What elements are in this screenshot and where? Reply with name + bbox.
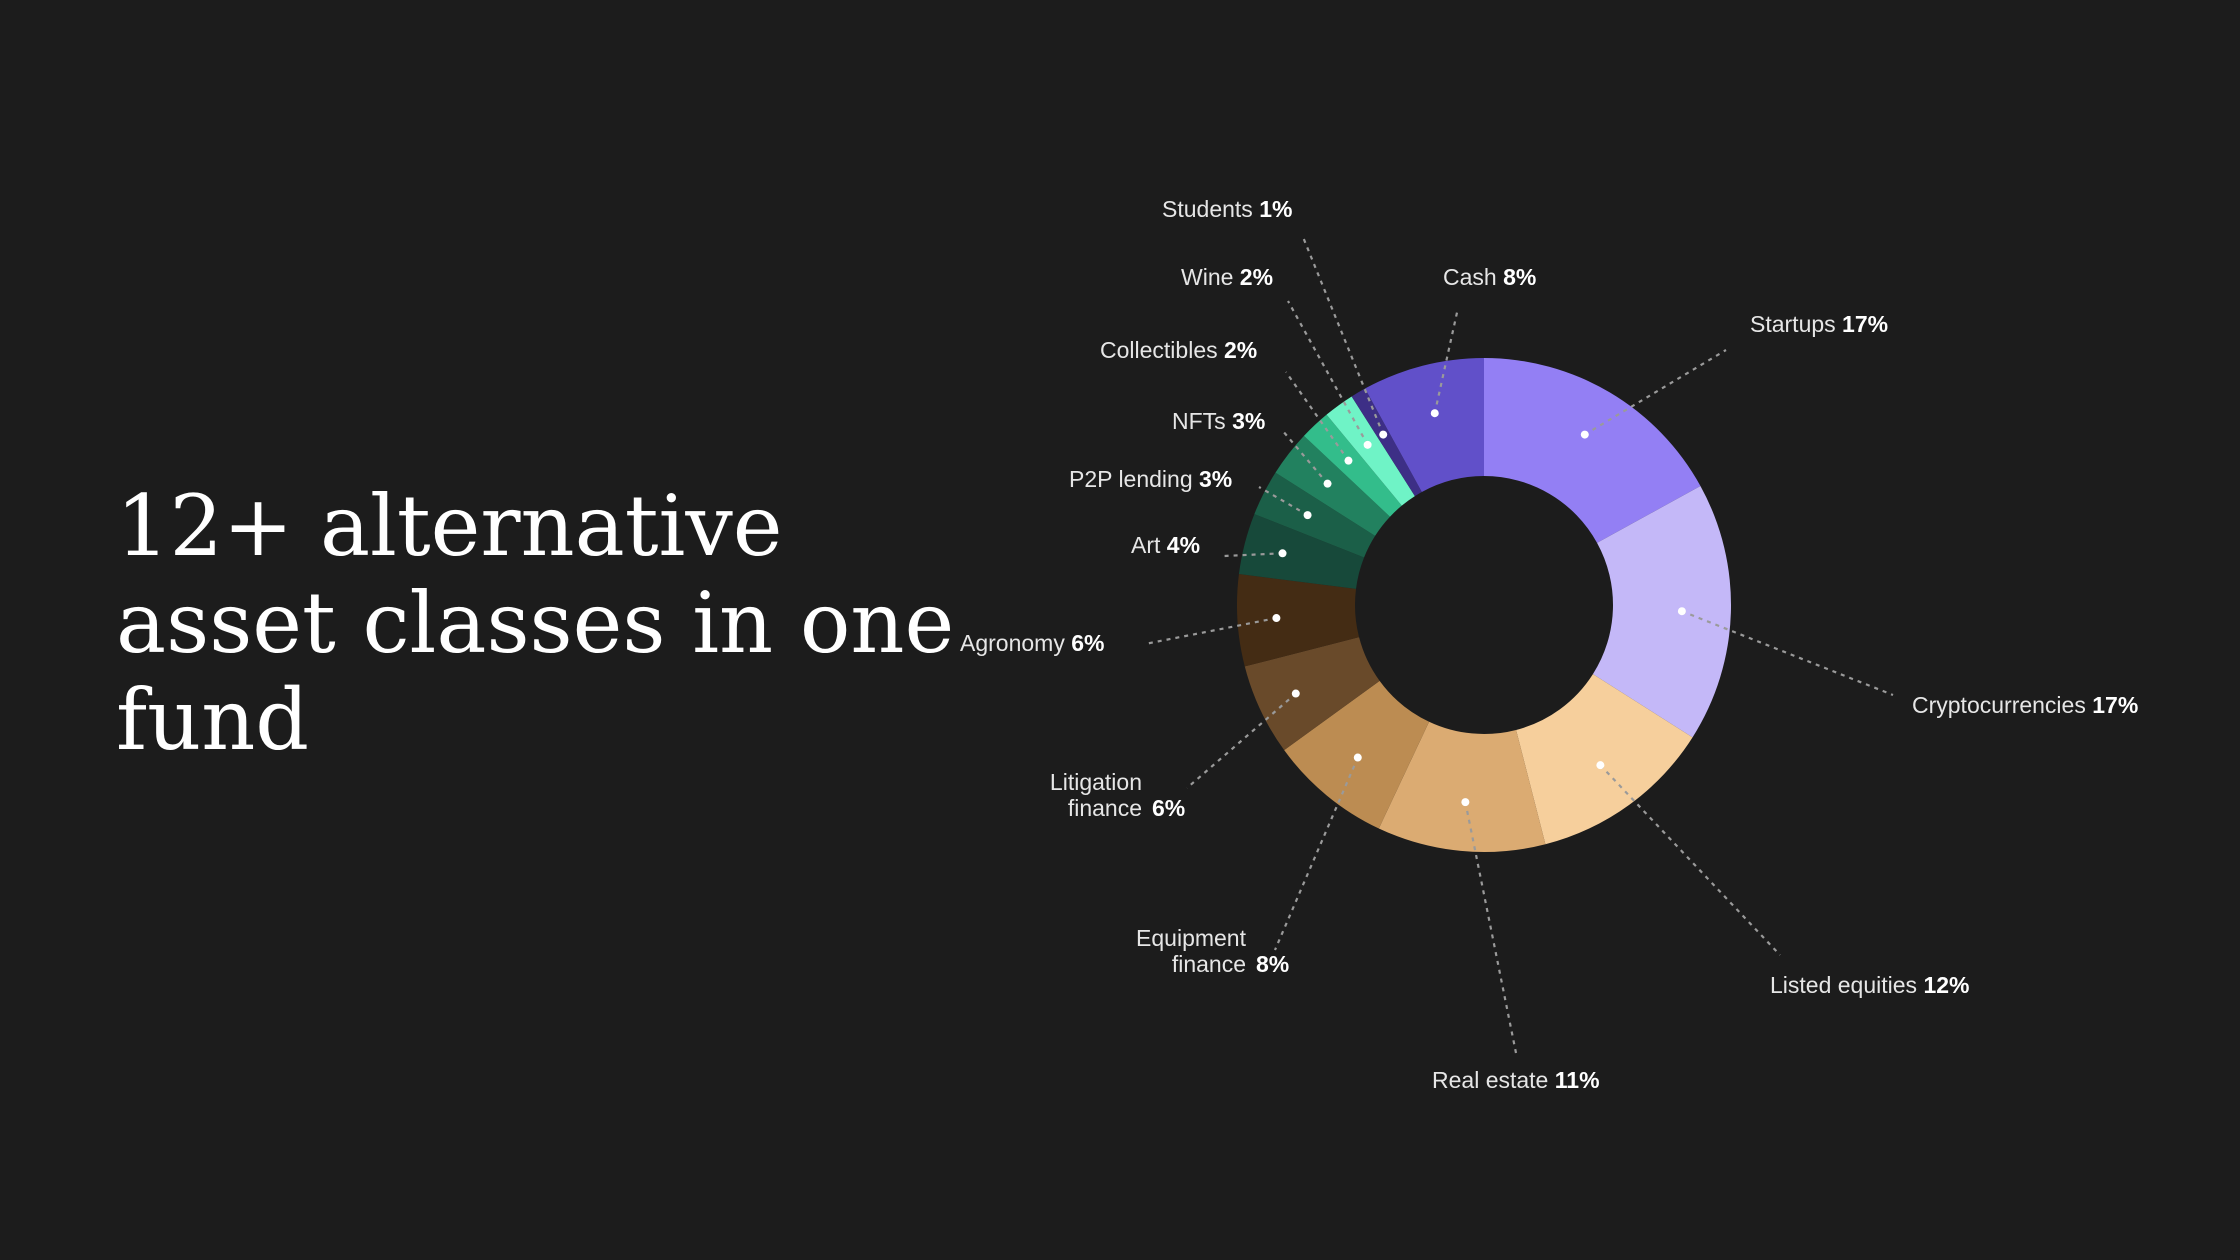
slice-nfts: [1275, 435, 1390, 536]
leader-line: [1281, 429, 1329, 485]
leader-line: [1584, 349, 1727, 436]
slice-marker-dot: [1303, 511, 1312, 520]
slice-marker-dot: [1580, 430, 1589, 439]
slice-label-percent: 8%: [1256, 951, 1289, 977]
slice-label: Agronomy 6%: [960, 630, 1104, 656]
headline-line-1: 12+ alternative: [116, 477, 783, 575]
slice-marker-dot: [1323, 479, 1332, 488]
slice-cash: [1365, 358, 1484, 492]
slice-marker-dot: [1353, 753, 1362, 762]
leader-line: [1273, 757, 1359, 951]
slice-agronomy: [1236, 574, 1360, 667]
slice-label: Cash 8%: [1443, 264, 1536, 290]
slice-cryptocurrencies: [1592, 486, 1732, 738]
slice-labels: Startups 17% Cryptocurrencies 17% Listed e…: [960, 196, 2138, 1093]
headline: 12+ alternative asset classes in one fun…: [116, 478, 956, 769]
slice-marker-dot: [1291, 689, 1300, 698]
slice-label: Cryptocurrencies 17%: [1912, 692, 2138, 718]
slice-label: Listed equities 12%: [1770, 972, 1969, 998]
leader-line: [1186, 692, 1297, 789]
slice-collectibles: [1303, 414, 1402, 517]
slice-marker-dot: [1344, 456, 1353, 465]
leader-line: [1464, 801, 1518, 1054]
leader-line: [1223, 552, 1283, 558]
headline-line-3: fund: [116, 671, 310, 769]
slice-label: Real estate 11%: [1432, 1067, 1600, 1093]
slice-label: Startups 17%: [1750, 311, 1888, 337]
slice-art: [1238, 514, 1365, 589]
slice-marker-dot: [1272, 614, 1281, 623]
slice-label: NFTs 3%: [1172, 408, 1265, 434]
slice-label-name: Litigation: [1050, 769, 1142, 795]
slice-label-percent: 6%: [1152, 795, 1185, 821]
slice-marker-dot: [1461, 798, 1470, 807]
slice-label: Wine 2%: [1181, 264, 1273, 290]
headline-line-2: asset classes in one: [116, 574, 955, 672]
slice-label-name: Equipment: [1136, 925, 1247, 951]
leader-line: [1285, 371, 1350, 462]
slice-marker-dot: [1677, 607, 1686, 616]
donut-slices: [1236, 358, 1732, 853]
slice-startups: [1484, 358, 1701, 543]
slice-label: P2P lending 3%: [1069, 466, 1232, 492]
slice-litigation-finance: [1244, 637, 1380, 751]
slice-marker-dot: [1379, 430, 1388, 439]
slice-real-estate: [1378, 721, 1546, 853]
slice-label: Art 4%: [1131, 532, 1200, 558]
slice-label-name: finance: [1172, 951, 1246, 977]
leader-line: [1681, 610, 1894, 697]
leader-line: [1599, 764, 1781, 956]
slice-label-name: finance: [1068, 795, 1142, 821]
leader-lines: [1144, 236, 1894, 1054]
slice-marker-dot: [1278, 549, 1287, 558]
leader-line: [1287, 300, 1369, 446]
leader-line: [1258, 486, 1309, 517]
slice-label: Students 1%: [1162, 196, 1292, 222]
leader-line: [1144, 616, 1277, 646]
slice-students: [1351, 388, 1422, 497]
slice-wine: [1326, 396, 1415, 506]
slice-label: Collectibles 2%: [1100, 337, 1257, 363]
slice-listed-equities: [1516, 674, 1693, 845]
slice-marker-dot: [1596, 761, 1605, 770]
slice-marker-dot: [1363, 440, 1372, 449]
slice-marker-dot: [1430, 409, 1439, 418]
slice-p2p-lending: [1254, 472, 1376, 558]
